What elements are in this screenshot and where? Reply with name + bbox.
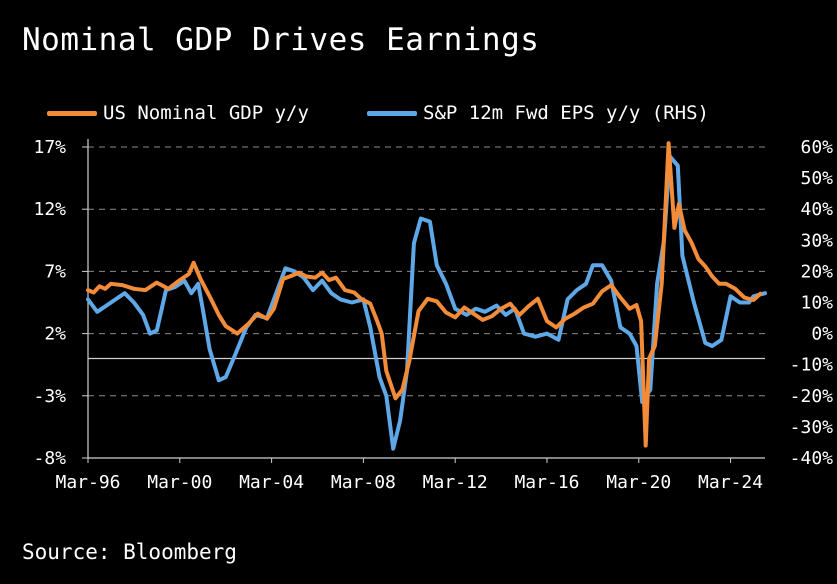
x-axis-tick-label: Mar-12: [423, 472, 488, 493]
right-axis-tick-label: -20%: [790, 386, 834, 407]
chart-title: Nominal GDP Drives Earnings: [22, 22, 540, 58]
right-axis-tick-label: -40%: [790, 448, 834, 469]
right-axis-tick-label: -30%: [790, 417, 834, 438]
source-note: Source: Bloomberg: [22, 540, 237, 564]
right-axis-tick-label: 20%: [800, 261, 833, 282]
right-axis-tick-label: 0%: [811, 324, 833, 345]
x-axis-tick-label: Mar-04: [239, 472, 304, 493]
right-axis-tick-label: 60%: [800, 137, 833, 158]
right-axis-tick-label: 50%: [800, 168, 833, 189]
x-axis-tick-label: Mar-24: [698, 472, 763, 493]
x-axis-tick-label: Mar-00: [147, 472, 212, 493]
legend-swatch-eps: [367, 110, 417, 116]
legend-swatch-gdp: [47, 110, 97, 116]
legend-label-eps: S&P 12m Fwd EPS y/y (RHS): [423, 102, 709, 124]
right-axis-tick-label: 30%: [800, 230, 833, 251]
left-axis-tick-label: 17%: [33, 137, 66, 158]
left-axis-tick-label: 12%: [33, 199, 66, 220]
right-axis-tick-label: 10%: [800, 293, 833, 314]
x-axis-tick-label: Mar-16: [514, 472, 579, 493]
left-axis-tick-label: -8%: [33, 448, 66, 469]
legend-item-gdp: US Nominal GDP y/y: [47, 102, 309, 124]
series-line-gdp: [86, 141, 763, 448]
x-axis-tick-label: Mar-20: [606, 472, 671, 493]
left-axis-tick-label: -3%: [33, 386, 66, 407]
right-axis-tick-label: -10%: [790, 355, 834, 376]
right-axis-tick-label: 40%: [800, 199, 833, 220]
left-axis-tick-label: 7%: [44, 261, 66, 282]
legend-label-gdp: US Nominal GDP y/y: [103, 102, 309, 124]
x-axis-tick-label: Mar-08: [331, 472, 396, 493]
legend-item-eps: S&P 12m Fwd EPS y/y (RHS): [367, 102, 709, 124]
x-axis-tick-label: Mar-96: [55, 472, 120, 493]
series-line-eps: [86, 154, 767, 451]
left-axis-tick-label: 2%: [44, 324, 66, 345]
